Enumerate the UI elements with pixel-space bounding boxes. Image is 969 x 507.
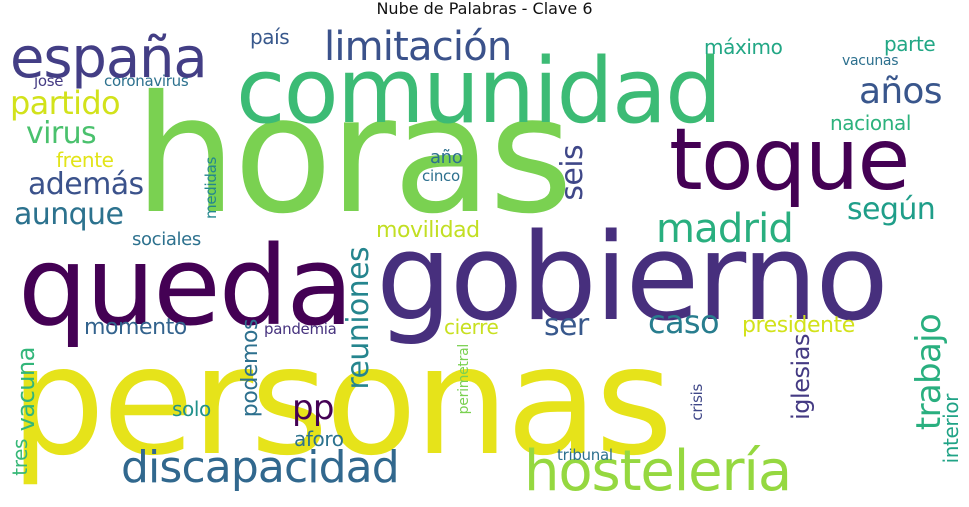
word: presidente bbox=[742, 313, 855, 338]
word: josé bbox=[34, 72, 64, 90]
word: podemos bbox=[238, 319, 263, 418]
word: perimetral bbox=[456, 344, 472, 415]
word: tribunal bbox=[557, 446, 613, 464]
word: solo bbox=[172, 397, 211, 421]
word: iglesias bbox=[787, 334, 815, 420]
chart-title: Nube de Palabras - Clave 6 bbox=[376, 0, 593, 18]
word: hostelería bbox=[524, 439, 792, 504]
word: momento bbox=[84, 315, 187, 340]
word: españa bbox=[10, 26, 208, 91]
word: coronavirus bbox=[104, 72, 189, 90]
word: según bbox=[847, 192, 936, 227]
word: frente bbox=[56, 148, 114, 172]
word: crisis bbox=[688, 384, 706, 421]
word: además bbox=[28, 167, 144, 202]
word: seis bbox=[555, 145, 590, 201]
word: vacuna bbox=[12, 347, 40, 432]
word: máximo bbox=[704, 35, 783, 59]
word-cloud: personas horas gobierno queda comunidad … bbox=[4, 19, 966, 504]
word: aforo bbox=[294, 427, 344, 451]
word: toque bbox=[669, 110, 910, 210]
word: aunque bbox=[14, 197, 124, 232]
word: medidas bbox=[202, 157, 220, 219]
word: años bbox=[859, 71, 942, 112]
word: parte bbox=[884, 32, 936, 56]
word: gobierno bbox=[376, 209, 889, 348]
word: cierre bbox=[444, 315, 499, 339]
word: reuniones bbox=[341, 247, 376, 390]
word: interior bbox=[939, 394, 963, 464]
word: ser bbox=[544, 308, 589, 343]
word: pp bbox=[292, 388, 334, 428]
word: año bbox=[430, 147, 463, 168]
word: discapacidad bbox=[121, 442, 400, 493]
word: tres bbox=[8, 439, 32, 476]
word: virus bbox=[26, 116, 97, 151]
word: nacional bbox=[830, 111, 912, 135]
word: partido bbox=[10, 84, 121, 122]
word: comunidad bbox=[236, 39, 722, 144]
word: queda bbox=[18, 222, 354, 350]
word: pandemia bbox=[264, 320, 337, 338]
word: madrid bbox=[656, 206, 794, 252]
word: cinco bbox=[422, 167, 460, 185]
word: horas bbox=[134, 62, 573, 250]
word: país bbox=[250, 25, 290, 49]
word: personas bbox=[10, 315, 673, 489]
word: movilidad bbox=[376, 218, 480, 243]
word: vacunas bbox=[842, 53, 899, 69]
word: sociales bbox=[132, 229, 201, 250]
word: caso bbox=[648, 303, 720, 341]
word: limitación bbox=[324, 24, 512, 70]
